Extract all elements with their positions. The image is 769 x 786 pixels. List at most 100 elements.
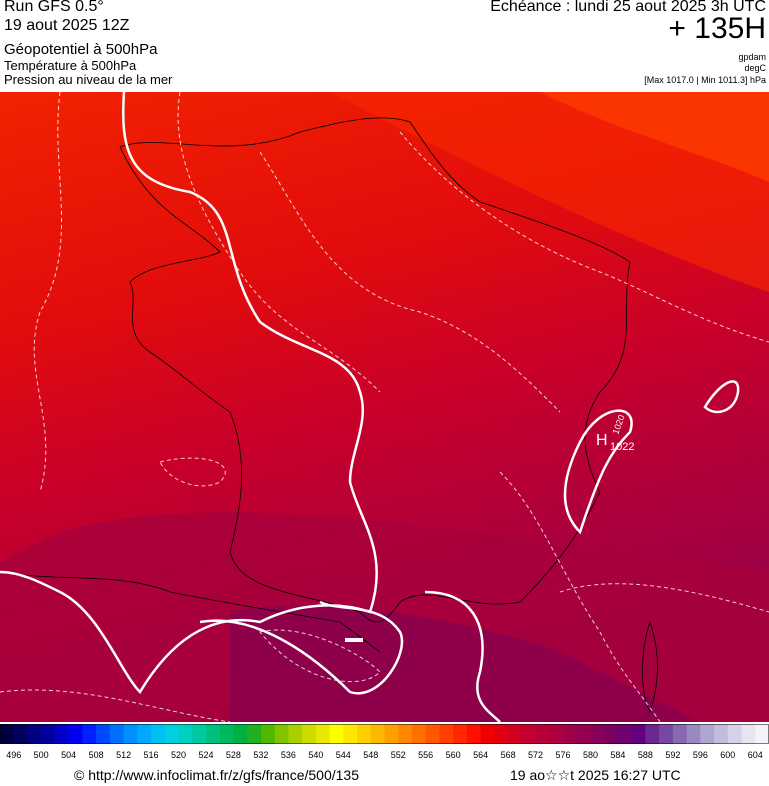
color-swatch [672, 724, 688, 744]
color-swatch [370, 724, 385, 744]
color-swatch [41, 724, 56, 744]
color-swatch [755, 724, 769, 744]
color-swatch [466, 724, 482, 744]
colorbar-label: 536 [281, 750, 296, 760]
colorbar-label: 588 [638, 750, 653, 760]
lead-time: + 135H [668, 12, 766, 45]
color-swatch [109, 724, 125, 744]
color-swatch [727, 724, 743, 744]
isobar-label: 1022 [610, 441, 634, 453]
color-swatch [521, 724, 537, 744]
isotherm [0, 92, 769, 722]
colorbar-label: 552 [391, 750, 406, 760]
color-swatch [645, 724, 660, 744]
colorbar-label: 560 [446, 750, 461, 760]
colorbar-label: 532 [253, 750, 268, 760]
color-swatch [288, 724, 303, 744]
field-band [330, 92, 769, 292]
colorbar-label: 592 [665, 750, 680, 760]
color-swatch [13, 724, 28, 744]
color-swatch [384, 724, 399, 744]
color-swatch [563, 724, 578, 744]
color-swatch [315, 724, 331, 744]
color-swatch [590, 724, 605, 744]
colorbar-label: 544 [336, 750, 351, 760]
colorbar-label: 508 [89, 750, 104, 760]
unit: degC [744, 63, 766, 73]
color-swatch [82, 724, 97, 744]
color-swatch [700, 724, 715, 744]
color-swatch [576, 724, 591, 744]
color-swatch [425, 724, 440, 744]
colorbar-label: 496 [6, 750, 21, 760]
color-swatch [329, 724, 344, 744]
color-swatch [0, 724, 15, 744]
color-swatch [535, 724, 550, 744]
field-band [230, 605, 700, 722]
color-swatch [233, 724, 248, 744]
color-swatch [480, 724, 495, 744]
source-url: © http://www.infoclimat.fr/z/gfs/france/… [74, 767, 359, 783]
color-swatch [659, 724, 674, 744]
colorbar-label: 512 [116, 750, 131, 760]
colorbar-label: 564 [473, 750, 488, 760]
model: Run GFS 0.5° [4, 0, 104, 15]
pressure-range: [Max 1017.0 | Min 1011.3] hPa [644, 75, 766, 85]
colorbar-label: 504 [61, 750, 76, 760]
color-swatch [302, 724, 317, 744]
coastline [0, 117, 658, 714]
colorbar-label: 500 [34, 750, 49, 760]
color-swatch [274, 724, 289, 744]
color-swatch [398, 724, 413, 744]
colorbar-label: 528 [226, 750, 241, 760]
map: H 1020 1022 [0, 92, 769, 722]
colorbar-label: 556 [418, 750, 433, 760]
color-swatch [686, 724, 701, 744]
high-label: H [596, 432, 608, 449]
field: Géopotentiel à 500hPa [4, 41, 158, 58]
color-swatch [137, 724, 152, 744]
color-swatch [68, 724, 83, 744]
color-swatch [741, 724, 756, 744]
valid-time: Echéance : lundi 25 aout 2025 3h UTC [490, 0, 766, 15]
color-swatch [631, 724, 646, 744]
color-swatch [27, 724, 42, 744]
run: 19 aout 2025 12Z [4, 17, 130, 34]
colorbar-label: 540 [308, 750, 323, 760]
color-swatch [260, 724, 276, 744]
colorbar-label: 576 [556, 750, 571, 760]
colorbar-label: 600 [720, 750, 735, 760]
colorbar-label: 524 [198, 750, 213, 760]
color-swatch [205, 724, 221, 744]
colorbar-label: 568 [501, 750, 516, 760]
color-swatch [604, 724, 619, 744]
color-swatch [508, 724, 523, 744]
colorbar: 496 500 504 508 512 516 520 524 528 532 536 540 544 5… [0, 724, 769, 760]
color-swatch [343, 724, 358, 744]
color-swatch [494, 724, 509, 744]
color-swatch [453, 724, 468, 744]
colorbar-label: 548 [363, 750, 378, 760]
color-swatch [247, 724, 262, 744]
color-swatch [151, 724, 166, 744]
color-swatch [411, 724, 427, 744]
color-swatch [714, 724, 729, 744]
colorbar-label: 604 [748, 750, 763, 760]
color-swatch [219, 724, 234, 744]
colorbar-label: 584 [610, 750, 625, 760]
colorbar-label: 572 [528, 750, 543, 760]
color-swatch [549, 724, 564, 744]
layer: Température à 500hPa [4, 58, 137, 73]
generated-time: 19 ao☆☆t 2025 16:27 UTC [510, 767, 681, 783]
color-swatch [439, 724, 454, 744]
isobar [0, 92, 740, 722]
color-swatch [178, 724, 193, 744]
color-swatch [357, 724, 372, 744]
color-swatch [96, 724, 111, 744]
layer: Pression au niveau de la mer [4, 72, 173, 87]
color-swatch [54, 724, 70, 744]
isobar-center [345, 638, 363, 642]
color-swatch [123, 724, 138, 744]
colorbar-label: 596 [693, 750, 708, 760]
